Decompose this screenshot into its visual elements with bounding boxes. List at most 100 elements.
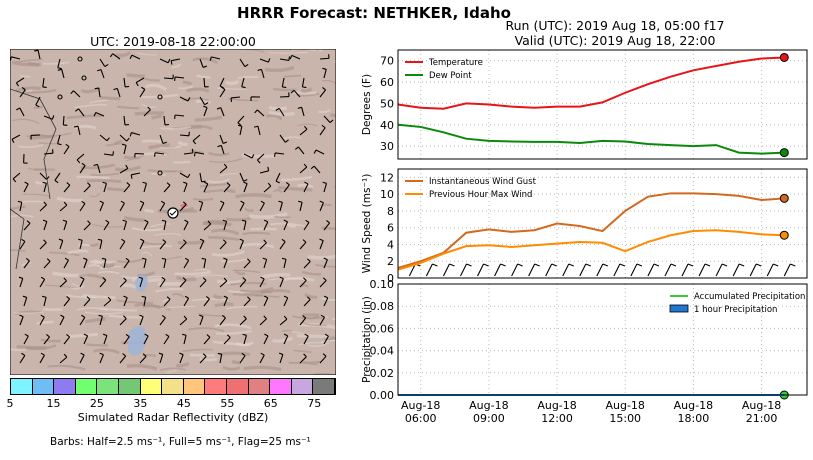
- wind-barb: [157, 170, 163, 176]
- wind-barb: [254, 109, 265, 117]
- x-tick-label: Aug-18: [605, 399, 644, 412]
- wind-barb: [174, 114, 185, 120]
- wind-barb: [15, 77, 25, 87]
- wind-barb: [79, 314, 86, 326]
- wind-barb: [97, 238, 103, 250]
- colorbar-tick-label: 35: [133, 397, 148, 410]
- wind-barb: [301, 77, 307, 89]
- wind-barb: [297, 106, 305, 117]
- wind-barb: [163, 74, 174, 80]
- colorbar-segment: [313, 379, 335, 394]
- wind-barb: [74, 125, 81, 136]
- wind-barb: [294, 146, 305, 155]
- x-tick-label: 06:00: [405, 412, 437, 425]
- wind-barb: [303, 333, 309, 345]
- y-tick-label: 60: [380, 76, 394, 89]
- wind-barb: [203, 220, 212, 231]
- wind-barb: [139, 238, 145, 250]
- wind-barb: [219, 314, 226, 326]
- wind-barb: [119, 134, 130, 142]
- wind-barb: [179, 201, 187, 212]
- wind-barb: [223, 295, 228, 307]
- y-axis-label: Precipitation (in): [361, 296, 373, 383]
- plot-frame: [397, 168, 808, 279]
- wind-barb: [219, 200, 225, 212]
- wind-barb: [57, 58, 62, 70]
- wind-barb: [103, 151, 115, 156]
- colorbar-segment: [291, 379, 314, 394]
- wind-barb: [647, 263, 660, 277]
- wind-barb: [179, 239, 187, 250]
- wind-barb: [93, 111, 105, 117]
- wind-barb: [310, 165, 321, 174]
- colorbar-tick-label: 65: [263, 397, 278, 410]
- grid: [398, 50, 807, 159]
- wind-barb: [183, 257, 190, 269]
- y-tick-label: 12: [380, 171, 394, 184]
- wind-barb: [179, 352, 184, 364]
- wind-barb: [459, 263, 472, 277]
- wind-barb: [319, 200, 324, 212]
- wind-barb: [322, 67, 327, 79]
- y-tick-label: 0.08: [370, 300, 395, 313]
- wind-barb: [303, 219, 310, 231]
- x-tick-label: 09:00: [473, 412, 505, 425]
- wind-barb: [79, 352, 85, 364]
- wind-barb: [59, 314, 65, 326]
- wind-barb: [281, 77, 287, 89]
- legend-label: 1 hour Precipitation: [694, 305, 777, 315]
- colorbar-segment: [226, 379, 249, 394]
- y-tick-label: 0.10: [370, 278, 395, 291]
- wind-barb: [123, 182, 131, 193]
- wind-barb: [732, 263, 745, 277]
- wind-barb: [119, 277, 127, 288]
- wind-barb: [562, 263, 574, 277]
- colorbar-segment: [140, 379, 163, 394]
- wind-barb: [163, 296, 171, 307]
- series-line-1: [397, 56, 785, 110]
- wind-barb: [119, 353, 127, 364]
- plot-frame: [397, 49, 808, 160]
- wind-barb: [209, 56, 221, 61]
- colorbar-segment: [11, 379, 33, 394]
- wind-barb: [39, 201, 47, 212]
- wind-barb: [62, 115, 68, 126]
- y-tick-label: 8: [387, 205, 394, 218]
- wind-barb: [39, 276, 46, 288]
- wind-barb: [42, 295, 47, 307]
- wind-barb: [239, 277, 247, 288]
- wind-barb: [179, 131, 190, 137]
- wind-barb: [477, 263, 489, 277]
- wind-barb: [253, 125, 261, 136]
- x-tick-label: Aug-18: [401, 399, 440, 412]
- wind-barb: [203, 181, 209, 193]
- colorbar-segment: [75, 379, 98, 394]
- wind-barb: [163, 115, 170, 126]
- wind-barb: [545, 263, 557, 277]
- wind-barb: [163, 333, 170, 345]
- wind-barb: [219, 277, 228, 288]
- wind-barb: [766, 263, 779, 277]
- wind-barb: [23, 153, 28, 164]
- wind-barb: [193, 151, 205, 157]
- wind-barb: [203, 295, 210, 307]
- wind-barb: [223, 182, 231, 193]
- wind-barb: [259, 352, 265, 364]
- legend: Accumulated Precipitation 1 hour Precipit…: [669, 292, 805, 315]
- wind-barb: [179, 315, 188, 326]
- wind-barb: [290, 89, 301, 98]
- wind-barb: [123, 77, 130, 88]
- wind-barb: [494, 263, 506, 277]
- wind-barb: [179, 96, 191, 102]
- wind-barb: [139, 353, 147, 364]
- y-tick-label: 4: [387, 238, 394, 251]
- colorbar-segment: [183, 379, 206, 394]
- wind-barb: [83, 257, 88, 269]
- wind-barb: [239, 315, 247, 326]
- legend-label: Instantaneous Wind Gust: [429, 177, 537, 187]
- wind-barb: [39, 239, 47, 250]
- wind-barb: [23, 181, 29, 193]
- wind-barb: [303, 258, 311, 269]
- wind-barb: [283, 295, 289, 307]
- wind-barb: [119, 315, 127, 326]
